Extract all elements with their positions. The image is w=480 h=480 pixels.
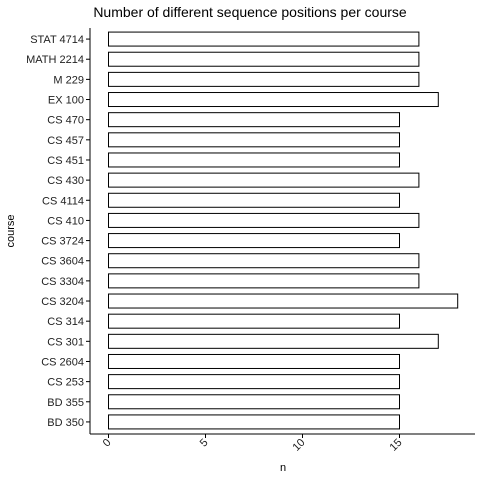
bars-group <box>108 31 459 430</box>
bar <box>108 253 420 269</box>
y-tick-label: STAT 4714 <box>30 34 84 46</box>
bar <box>108 394 400 410</box>
bar <box>108 414 400 430</box>
bar <box>108 92 439 108</box>
y-tick-label: MATH 2214 <box>26 54 84 66</box>
bar <box>108 71 420 87</box>
y-tick-label: CS 470 <box>47 115 84 127</box>
bar <box>108 112 400 128</box>
y-tick-label: CS 3204 <box>41 296 84 308</box>
y-axis-title: course <box>5 214 17 247</box>
x-tick-label: 10 <box>290 437 307 454</box>
x-axis-title: n <box>280 462 286 474</box>
bar <box>108 51 420 67</box>
x-axis: 0 5 10 15 <box>90 433 475 454</box>
y-tick-label: CS 451 <box>47 155 84 167</box>
y-tick-label: CS 301 <box>47 336 84 348</box>
bar <box>108 374 400 390</box>
x-tick-label: 15 <box>387 437 404 454</box>
y-tick-label: CS 253 <box>47 377 84 389</box>
y-tick-label: CS 3304 <box>41 276 84 288</box>
bar <box>108 333 439 349</box>
y-tick-label: CS 457 <box>47 135 84 147</box>
bar <box>108 152 400 168</box>
bar <box>108 293 459 309</box>
bar <box>108 233 400 249</box>
y-tick-label: CS 4114 <box>42 195 84 207</box>
bar <box>108 353 400 369</box>
x-tick-label: 5 <box>198 437 211 450</box>
x-tick-label: 0 <box>101 437 114 450</box>
y-tick-label: BD 355 <box>47 397 84 409</box>
y-tick-label: BD 350 <box>47 417 84 429</box>
y-tick-label: EX 100 <box>48 95 84 107</box>
bar <box>108 313 400 329</box>
bar <box>108 172 420 188</box>
bar <box>108 132 400 148</box>
bar <box>108 192 400 208</box>
y-tick-label: CS 410 <box>47 215 84 227</box>
bar <box>108 273 420 289</box>
y-tick-label: M 229 <box>53 74 84 86</box>
y-tick-label: CS 3604 <box>41 256 84 268</box>
y-tick-label: CS 430 <box>47 175 84 187</box>
y-tick-label: CS 314 <box>47 316 84 328</box>
bar <box>108 31 420 47</box>
y-axis: STAT 4714 MATH 2214 M 229 EX 100 CS 470 CS 45… <box>26 28 91 434</box>
chart-title: Number of different sequence positions p… <box>93 4 407 20</box>
y-tick-label: CS 2604 <box>41 356 84 368</box>
y-tick-label: CS 3724 <box>41 236 84 248</box>
bar <box>108 212 420 228</box>
